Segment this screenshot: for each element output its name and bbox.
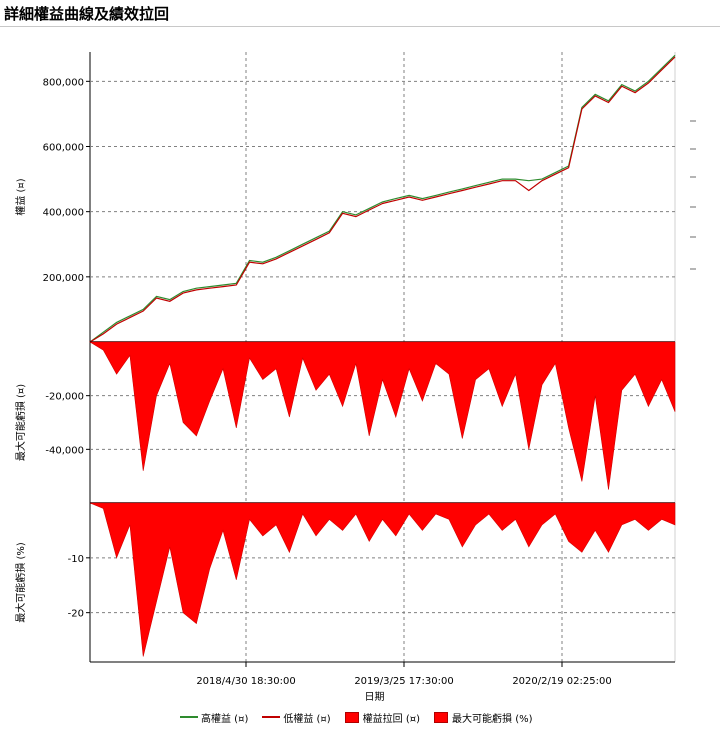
y-tick-label: 400,000 [43, 208, 84, 219]
legend-item: 權益拉回 (¤) [344, 710, 421, 725]
y-tick-label: -40,000 [45, 445, 84, 456]
y-tick-label: -20,000 [45, 392, 84, 403]
scroll-mark [690, 236, 696, 238]
legend-label: 最大可能虧損 (%) [452, 713, 533, 725]
scroll-mark [690, 176, 696, 178]
legend-swatch [434, 711, 449, 723]
legend-label: 權益拉回 (¤) [362, 713, 421, 725]
title-divider [0, 26, 720, 27]
y-tick-label: -20 [68, 609, 84, 620]
chart-legend: 高權益 (¤) 低權益 (¤) 權益拉回 (¤) 最大可能虧損 (%) [180, 710, 547, 725]
scroll-mark [690, 206, 696, 208]
legend-item: 最大可能虧損 (%) [434, 710, 533, 725]
x-tick-label: 2020/2/19 02:25:00 [512, 676, 611, 687]
scroll-mark [690, 268, 696, 270]
legend-line-marker [262, 716, 281, 718]
x-tick-label: 2018/4/30 18:30:00 [196, 676, 295, 687]
chart-title: 詳細權益曲線及績效拉回 [4, 5, 170, 23]
y-axis-label: 最大可能虧損 (¤) [14, 384, 27, 461]
legend-label: 高權益 (¤) [201, 713, 249, 725]
legend-label: 低權益 (¤) [283, 713, 331, 725]
legend-line-marker [180, 716, 198, 718]
y-axis-label: 權益 (¤) [14, 178, 27, 215]
x-axis-label: 日期 [365, 691, 385, 703]
scroll-mark [690, 120, 696, 122]
equity-series-line [89, 54, 676, 343]
scroll-mark [690, 148, 696, 150]
legend-item: 高權益 (¤) [180, 710, 248, 725]
y-tick-label: 200,000 [43, 273, 84, 284]
legend-swatch [344, 711, 359, 723]
legend-item: 低權益 (¤) [262, 710, 331, 725]
y-tick-label: -10 [68, 554, 84, 565]
y-tick-label: 600,000 [43, 142, 84, 153]
drawdown-area [89, 502, 676, 657]
x-tick-label: 2019/3/25 17:30:00 [354, 676, 453, 687]
y-axis-label: 最大可能虧損 (%) [14, 542, 27, 623]
y-tick-label: 800,000 [43, 77, 84, 88]
equity-series-line [89, 56, 676, 343]
drawdown-area [88, 341, 676, 490]
